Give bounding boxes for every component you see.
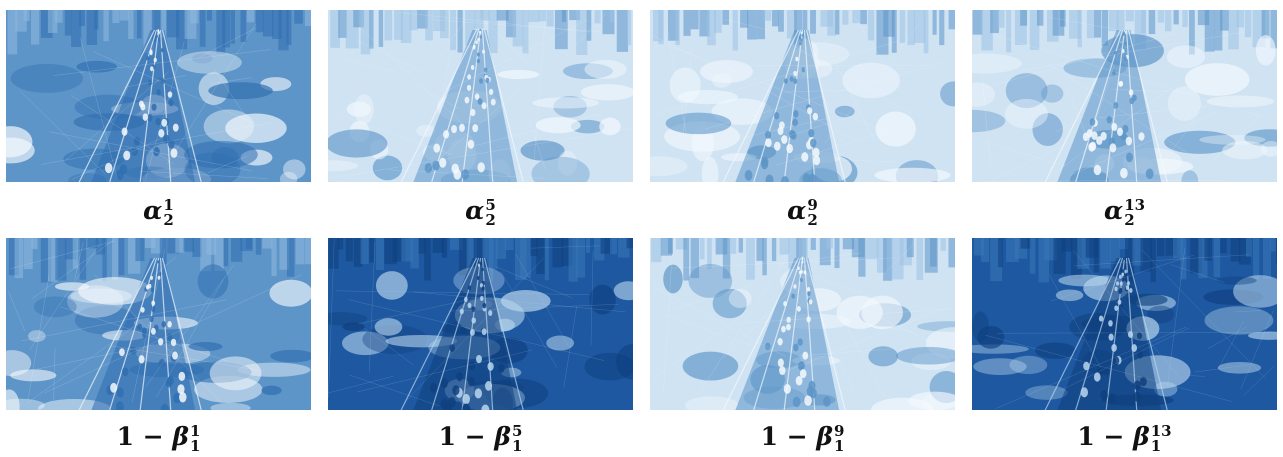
caption-superscript: 1 [163,196,174,214]
caption-subscript: 2 [485,211,496,229]
alpha-caption-13: α 13 2 [972,196,1277,228]
caption-superscript: 1 [189,422,201,440]
caption-superscript: 13 [1150,422,1172,440]
caption-symbol: α [1103,196,1124,225]
caption-symbol: β [494,422,511,451]
alpha-map-9-image [650,10,955,182]
beta-map-1 [6,238,311,410]
caption-subscript: 1 [833,437,845,455]
alpha-map-13-image [972,10,1277,182]
caption-symbol: α [143,196,163,225]
caption-subscript: 1 [189,437,201,455]
caption-subscript: 1 [1150,437,1162,455]
caption-prefix: 1 − [116,422,173,451]
beta-map-13 [972,238,1277,410]
beta-map-5-image [328,238,633,410]
caption-subscript: 2 [807,211,818,229]
caption-superscript: 9 [807,196,818,214]
caption-symbol: β [816,422,833,451]
caption-symbol: α [787,196,807,225]
alpha-map-1-image [6,10,311,182]
caption-superscript: 5 [485,196,496,214]
caption-symbol: α [465,196,485,225]
beta-map-5 [328,238,633,410]
caption-subscript: 2 [163,211,174,229]
caption-superscript: 13 [1124,196,1146,214]
caption-symbol: β [172,422,189,451]
alpha-map-13 [972,10,1277,182]
beta-caption-13: 1 − β 13 1 [972,422,1277,454]
caption-subscript: 2 [1124,211,1135,229]
alpha-map-5-image [328,10,633,182]
caption-symbol: β [1133,422,1150,451]
beta-map-9 [650,238,955,410]
alpha-map-5 [328,10,633,182]
caption-prefix: 1 − [760,422,817,451]
beta-map-1-image [6,238,311,410]
beta-map-9-image [650,238,955,410]
caption-superscript: 5 [511,422,523,440]
caption-prefix: 1 − [1077,422,1134,451]
caption-prefix: 1 − [438,422,495,451]
caption-subscript: 1 [511,437,523,455]
alpha-map-1 [6,10,311,182]
caption-superscript: 9 [833,422,845,440]
alpha-map-9 [650,10,955,182]
beta-map-13-image [972,238,1277,410]
